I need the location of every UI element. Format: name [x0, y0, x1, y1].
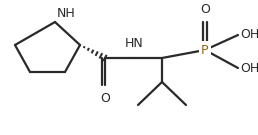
Text: O: O — [200, 3, 210, 16]
Text: P: P — [201, 43, 209, 57]
Text: NH: NH — [57, 7, 76, 20]
Text: O: O — [100, 92, 110, 105]
Text: HN: HN — [125, 37, 143, 50]
Text: OH: OH — [240, 28, 258, 41]
Text: OH: OH — [240, 62, 258, 75]
